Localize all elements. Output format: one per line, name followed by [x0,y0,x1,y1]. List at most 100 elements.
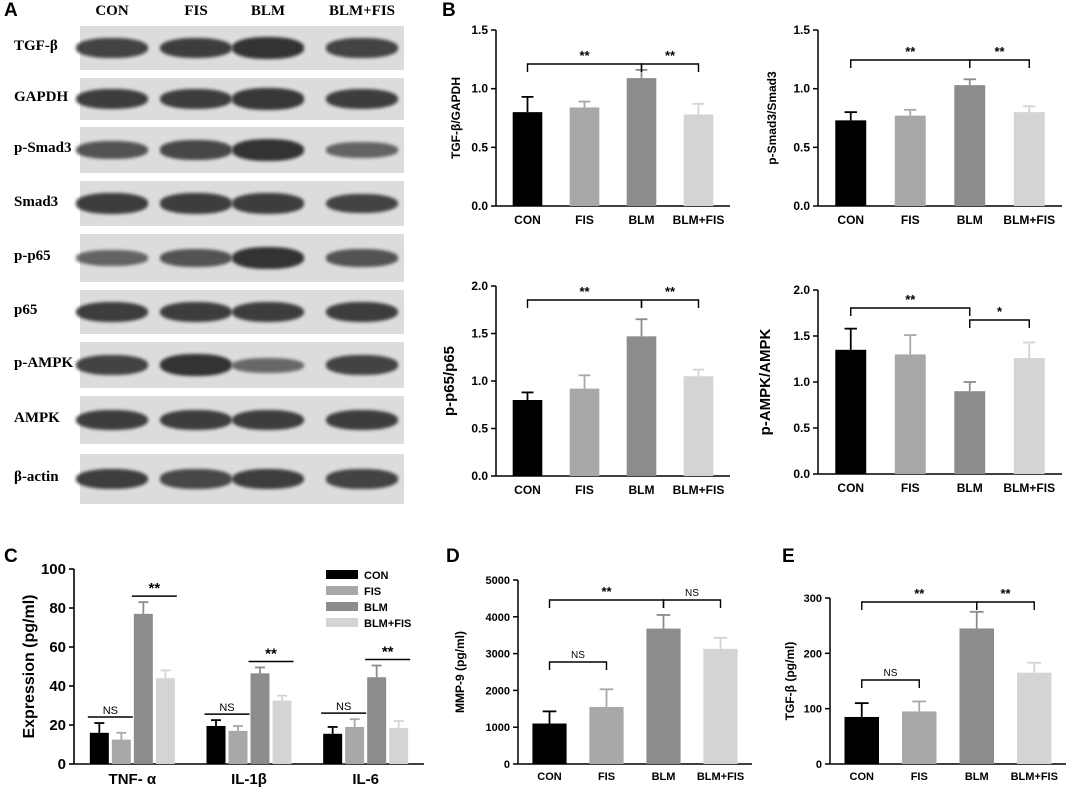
blot-band [326,409,398,431]
y-tick-label: 0.0 [471,469,488,483]
bar [1017,672,1052,764]
significance-bracket [548,599,665,608]
x-tick-label: CON [837,481,864,495]
bar [569,107,600,206]
y-tick-label: 100 [41,561,66,578]
blot-band [76,38,148,58]
significance-label: ** [579,48,590,63]
lane-label: CON [95,3,129,19]
blot-band [326,193,398,214]
x-tick-label: FIS [575,483,594,497]
bar [626,336,657,476]
y-tick-label: 0 [504,759,510,771]
y-tick-label: 0.0 [793,467,810,481]
significance-label: ** [382,644,394,661]
panel-letter-e: E [782,546,795,567]
y-tick-label: 4000 [486,612,510,624]
blot-band [76,301,148,323]
bar [703,648,738,764]
y-axis-label: Expression (pg/ml) [21,594,38,738]
blot-strip [76,234,404,282]
y-tick-label: 2.0 [471,279,488,293]
x-tick-label: FIS [901,213,920,227]
x-tick-label: FIS [911,771,928,783]
blot-band [160,140,232,160]
blot-row-label: p-Smad3 [14,140,72,156]
blot-band [232,88,304,110]
significance-label: ** [601,584,612,599]
bar [589,706,624,764]
y-tick-label: 1.0 [793,82,810,96]
x-tick-label: CON [514,483,541,497]
bar [954,391,986,474]
x-tick-label: IL-1β [231,771,267,788]
x-tick-label: BLM+FIS [1003,213,1055,227]
x-tick-label: BLM+FIS [1011,771,1058,783]
bar [835,120,867,206]
x-tick-label: CON [837,213,864,227]
x-tick-label: FIS [575,213,594,227]
blot-band [232,468,304,490]
blot-band [232,193,304,214]
significance-label: NS [336,701,351,713]
psmad3-smad3-chart: 0.0 0.5 1.0 1.5 p-Smad3/Smad3 CON FIS BLM BLM+FI… [765,23,1062,227]
significance-label: NS [571,650,585,661]
significance-label: ** [579,284,590,299]
blot-band [160,193,232,214]
x-tick-label: BLM [629,213,655,227]
bar [206,725,226,764]
y-tick-label: 1.0 [793,375,810,389]
blot-strip [76,396,404,444]
significance-label: NS [884,668,898,679]
legend-label: FIS [364,586,381,598]
bar [367,677,387,764]
significance-bracket [850,307,971,316]
blot-band [326,249,398,267]
bar [1013,112,1045,206]
blot-strip [76,454,404,504]
blot-band [76,88,148,110]
bar [272,700,292,764]
significance-label: ** [665,284,676,299]
x-tick-label: BLM+FIS [697,771,744,783]
blot-strip [76,181,404,226]
significance-label: ** [905,292,916,307]
y-axis-label: p-Smad3/Smad3 [765,71,779,165]
blot-row-label: β-actin [14,469,59,485]
blot-band [232,139,304,161]
bar [683,114,714,206]
bar [835,349,867,474]
bar [155,678,175,764]
western-blot-panel: CON FIS BLM BLM+FIS TGF-β GAPDH p-Smad3 Smad3 p-… [0,0,440,540]
blot-band [160,37,232,59]
blot-strip [76,127,404,173]
y-tick-label: 60 [49,639,66,656]
blot-band [232,357,304,373]
y-tick-label: 300 [804,593,822,605]
blot-band [232,37,304,59]
pp65-p65-chart: 0.0 0.5 1.0 1.5 2.0 p-p65/p65 CON FIS BLM BLM+FIS… [441,279,730,497]
y-tick-label: 100 [804,704,822,716]
significance-label: NS [103,705,118,717]
y-tick-label: 1000 [486,722,510,734]
blot-band [76,355,148,375]
bar [894,115,926,206]
y-tick-label: 2000 [486,685,510,697]
blot-band [326,38,398,58]
bar [133,613,153,764]
mmp9-chart: 0 1000 2000 3000 4000 5000 MMP-9 (pg/ml) CON FIS… [453,575,752,783]
y-tick-label: 5000 [486,575,510,587]
y-tick-label: 1.5 [471,327,488,341]
blot-band [76,141,148,159]
bar [89,732,109,764]
x-tick-label: IL-6 [352,771,379,788]
lane-label: FIS [184,3,208,19]
blot-band [160,409,232,431]
legend-swatch [326,570,358,579]
blot-band [326,142,398,158]
significance-bracket [976,601,1035,610]
legend-swatch [326,618,358,627]
blot-band [232,301,304,323]
panel-letter-b: B [442,0,456,21]
bar [512,112,543,206]
